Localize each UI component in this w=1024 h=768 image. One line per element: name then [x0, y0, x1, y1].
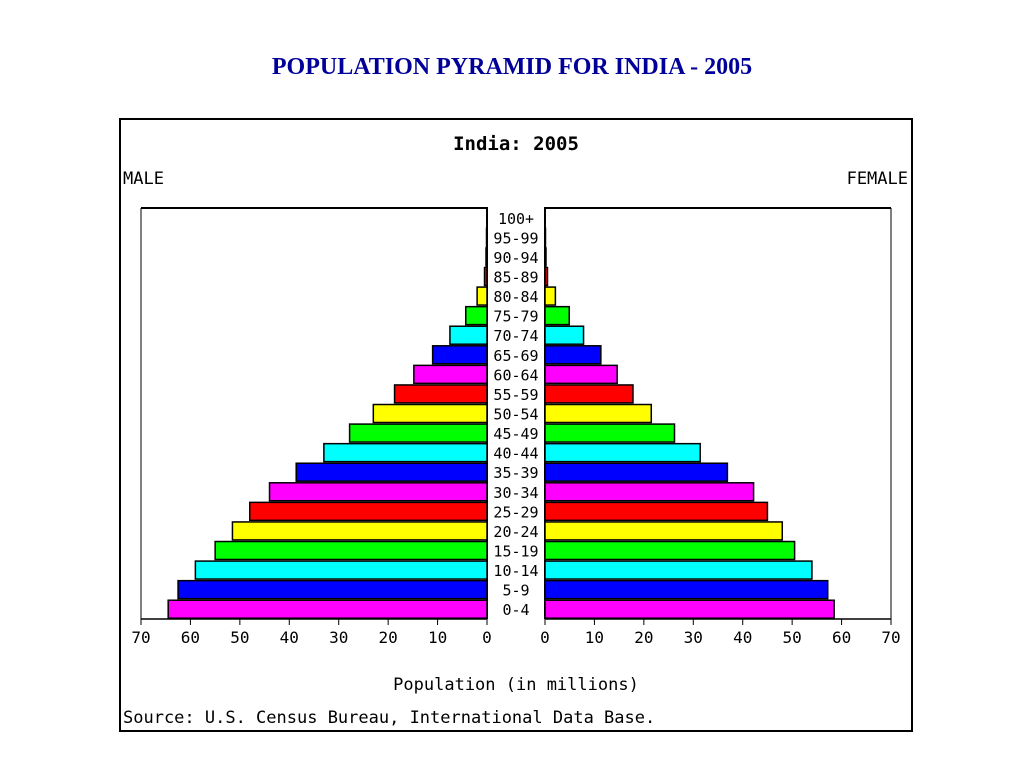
age-group-label: 55-59	[493, 386, 538, 404]
x-tick-label: 10	[428, 628, 447, 647]
female-bar	[544, 442, 701, 463]
age-group-label: 15-19	[493, 543, 538, 561]
age-group-label: 75-79	[493, 308, 538, 326]
age-group-label: 80-84	[493, 288, 538, 306]
x-tick-label: 40	[280, 628, 299, 647]
female-bar	[544, 521, 784, 541]
chart-title: India: 2005	[453, 133, 579, 155]
male-bar	[485, 247, 488, 267]
male-bar	[268, 482, 488, 502]
female-bar	[544, 579, 829, 600]
male-bar	[476, 286, 488, 306]
female-bar	[544, 325, 585, 345]
male-bar	[348, 423, 488, 443]
female-bar	[544, 462, 729, 482]
male-bar	[413, 364, 488, 385]
age-group-label: 95-99	[493, 229, 538, 247]
female-bar	[544, 501, 769, 522]
female-bar	[544, 247, 547, 267]
age-group-label: 60-64	[493, 366, 538, 384]
age-group-label: 45-49	[493, 425, 538, 443]
male-bar	[464, 305, 488, 326]
male-panel-border	[141, 207, 488, 619]
female-bar	[544, 364, 618, 385]
x-tick-label: 50	[783, 628, 802, 647]
age-group-label: 50-54	[493, 406, 538, 424]
age-group-label: 5-9	[502, 582, 529, 600]
female-bar	[544, 423, 676, 443]
male-bar	[214, 540, 488, 561]
age-group-label: 25-29	[493, 503, 538, 521]
x-tick-label: 0	[540, 628, 550, 647]
x-axis-label: Population (in millions)	[393, 675, 639, 695]
male-bar	[248, 501, 488, 522]
male-bar	[431, 345, 488, 365]
age-group-label: 65-69	[493, 347, 538, 365]
x-tick-label: 60	[181, 628, 200, 647]
age-group-label: 90-94	[493, 249, 538, 267]
x-tick-label: 20	[379, 628, 398, 647]
male-bar	[177, 579, 488, 600]
female-bar	[544, 345, 602, 365]
source-note: Source: U.S. Census Bureau, Internationa…	[123, 708, 655, 728]
male-bar	[231, 521, 488, 541]
plot-area: 100+95-9990-9485-8980-8475-7970-7465-696…	[131, 207, 901, 647]
age-group-label: 30-34	[493, 484, 538, 502]
female-panel-border	[544, 207, 891, 619]
age-group-label: 20-24	[493, 523, 538, 541]
x-tick-label: 0	[482, 628, 492, 647]
female-bar	[544, 599, 835, 619]
age-group-label: 0-4	[502, 601, 529, 619]
male-bar	[449, 325, 488, 345]
male-bar	[194, 560, 488, 580]
x-tick-label: 50	[230, 628, 249, 647]
female-bar	[544, 384, 634, 404]
population-pyramid-chart: India: 2005 MALE FEMALE 100+95-99 90-94 85…	[123, 133, 908, 728]
female-bar	[544, 266, 549, 287]
female-bar	[544, 560, 813, 580]
age-group-label: 10-14	[493, 562, 538, 580]
x-tick-label: 70	[881, 628, 900, 647]
female-bar	[544, 305, 570, 326]
age-group-label: 35-39	[493, 464, 538, 482]
male-bar	[323, 442, 488, 463]
age-group-label: 40-44	[493, 445, 538, 463]
x-tick-label: 70	[131, 628, 150, 647]
x-tick-label: 20	[634, 628, 653, 647]
age-group-label: 85-89	[493, 269, 538, 287]
female-bar	[544, 286, 557, 306]
male-bar	[167, 599, 488, 619]
x-tick-label: 30	[329, 628, 348, 647]
female-label: FEMALE	[847, 169, 908, 189]
female-bar	[544, 540, 796, 561]
page-title: POPULATION PYRAMID FOR INDIA - 2005	[271, 54, 753, 80]
x-tick-label: 40	[733, 628, 752, 647]
age-group-label: 70-74	[493, 327, 538, 345]
male-bar	[483, 266, 488, 287]
x-tick-label: 60	[832, 628, 851, 647]
male-bar	[372, 403, 488, 424]
female-bar	[544, 482, 755, 502]
male-bar	[295, 462, 488, 482]
x-tick-label: 30	[684, 628, 703, 647]
male-bar	[393, 384, 488, 404]
age-group-label: 100+	[498, 210, 534, 228]
female-bar	[544, 403, 653, 424]
x-tick-label: 10	[585, 628, 604, 647]
chart-frame: India: 2005 MALE FEMALE 100+ 95-99 90-94 85…	[119, 118, 913, 732]
male-label: MALE	[123, 169, 164, 189]
